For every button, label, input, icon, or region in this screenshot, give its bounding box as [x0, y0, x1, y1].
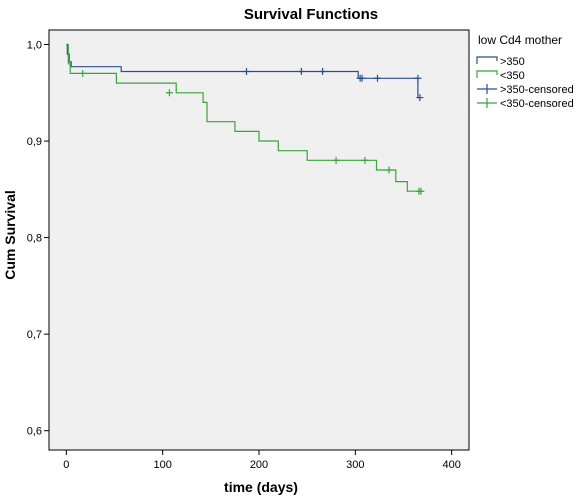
y-tick-label: 0,7: [27, 329, 42, 341]
censor-mark: [165, 89, 173, 97]
x-tick-label: 300: [346, 459, 364, 471]
y-tick-label: 0,9: [27, 136, 42, 148]
legend-label: <350: [500, 70, 525, 82]
x-tick-label: 200: [250, 459, 268, 471]
censor-mark: [79, 69, 87, 77]
censor-mark: [385, 166, 393, 174]
legend-swatch-step: [476, 56, 498, 64]
y-tick-label: 1,0: [27, 39, 42, 51]
x-tick-label: 400: [442, 459, 460, 471]
legend-swatch-censor: [477, 84, 497, 94]
censor-mark: [416, 94, 424, 102]
series-line-gt350: [66, 43, 420, 99]
censor-mark: [319, 68, 327, 76]
censor-mark: [361, 156, 369, 164]
y-tick-label: 0,6: [27, 426, 42, 438]
y-tick-label: 0,8: [27, 233, 42, 245]
legend-title: low Cd4 mother: [478, 33, 562, 47]
plot-background: [48, 29, 470, 451]
censor-mark: [373, 74, 381, 82]
x-tick-label: 0: [63, 459, 69, 471]
x-axis-label: time (days): [224, 479, 298, 495]
y-axis-label: Cum Survival: [2, 190, 18, 279]
censor-mark: [297, 68, 305, 76]
chart-title: Survival Functions: [244, 6, 378, 23]
censor-mark: [332, 156, 340, 164]
legend-swatch-censor: [477, 98, 497, 108]
legend-swatch-step: [476, 70, 498, 78]
censor-mark: [417, 187, 425, 195]
legend-label: <350-censored: [500, 98, 574, 110]
x-tick-label: 100: [153, 459, 171, 471]
plot-area: 0 100 200 300 400 0,6 0,7 0,8 0,9 1,0: [27, 29, 470, 471]
legend-label: >350: [500, 56, 525, 68]
censor-mark: [242, 68, 250, 76]
censor-mark: [414, 74, 422, 82]
legend: low Cd4 mother >350 <350 >350-censored <350…: [476, 33, 574, 110]
legend-label: >350-censored: [500, 84, 574, 96]
censor-mark: [358, 74, 366, 82]
